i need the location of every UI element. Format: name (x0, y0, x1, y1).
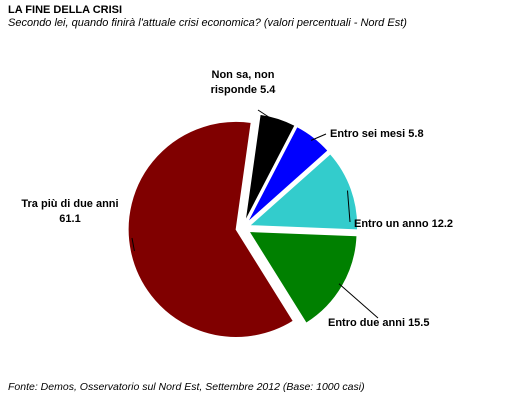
slice-label: Entro un anno 12.2 (354, 217, 494, 232)
category-label: Non sa, non risponde (210, 69, 275, 96)
slice-label: Tra più di due anni 61.1 (5, 197, 135, 227)
leader-line (131, 237, 135, 252)
category-label: Entro un anno (354, 218, 429, 230)
value-label: 5.8 (408, 128, 424, 140)
slice-label: Non sa, non risponde 5.4 (193, 68, 293, 98)
source: Fonte: Demos, Osservatorio sul Nord Est,… (8, 381, 365, 393)
value-label: 61.1 (59, 213, 81, 225)
leader-line (346, 190, 351, 223)
pie-slice (246, 125, 329, 223)
value-label: 5.4 (260, 84, 276, 96)
pie-slice (244, 113, 296, 222)
leader-line (338, 283, 379, 319)
leader-line (257, 109, 278, 123)
leader-line (310, 133, 327, 141)
chart-subtitle: Secondo lei, quando finirà l'attuale cri… (8, 17, 407, 29)
slice-label: Entro sei mesi 5.8 (330, 127, 470, 142)
chart-title: LA FINE DELLA CRISI (8, 4, 123, 16)
category-label: Tra più di due anni (21, 198, 119, 210)
pie-slice (127, 120, 295, 338)
slice-label: Entro due anni 15.5 (328, 316, 478, 331)
pie-slice (248, 153, 359, 231)
value-label: 12.2 (431, 218, 454, 230)
category-label: Entro due anni (328, 317, 405, 329)
pie-slice (248, 230, 358, 324)
category-label: Entro sei mesi (330, 128, 406, 140)
value-label: 15.5 (408, 317, 430, 329)
